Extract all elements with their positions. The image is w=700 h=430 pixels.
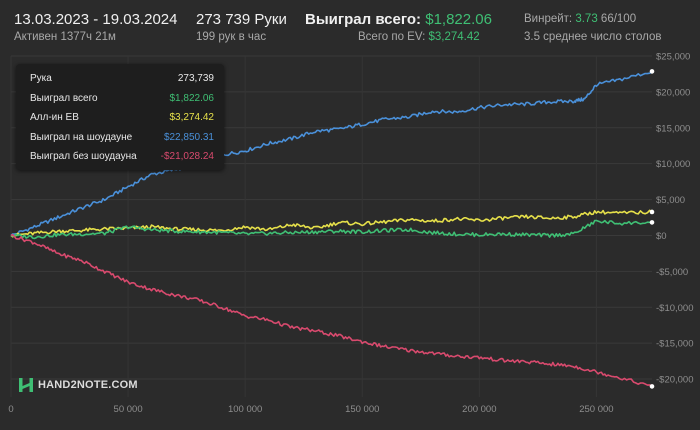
x-tick-label: 200 000: [462, 404, 496, 415]
y-tick-label: $20,000: [656, 87, 690, 98]
y-tick-label: -$20,000: [656, 375, 694, 386]
ev-label: Всего по EV:: [358, 31, 426, 43]
x-tick-label: 50 000: [114, 404, 143, 415]
tooltip-row-value: 273,739: [177, 73, 214, 85]
hand2note-logo-text: HAND2NOTE.COM: [38, 379, 138, 391]
tooltip-row-value: $22,850.31: [163, 131, 214, 143]
y-tick-label: -$10,000: [656, 303, 694, 314]
tooltip-row-label: Выиграл на шоудауне: [30, 131, 133, 143]
hands-count: 273 739 Руки: [196, 11, 287, 28]
x-tick-label: 250 000: [579, 404, 613, 415]
hands-per-hour: 199 рук в час: [196, 31, 267, 43]
date-range: 13.03.2023 - 19.03.2024: [14, 11, 178, 28]
series-end-dot-showdown: [649, 69, 655, 74]
winrate-label: Винрейт:: [524, 13, 573, 25]
tooltip-row-label: Выиграл без шоудауна: [30, 151, 137, 163]
tooltip-row: Рука 273,739: [30, 69, 214, 89]
tooltip-row: Алл-ин EB $3,274.42: [30, 108, 214, 128]
series-end-dot-won: [649, 220, 655, 225]
series-end-dot-non_showdown: [649, 384, 655, 389]
tooltip-row: Выиграл без шоудауна -$21,028.24: [30, 147, 214, 167]
y-tick-label: $15,000: [656, 123, 690, 134]
chart-tooltip: Рука 273,739 Выиграл всего $1,822.06 Алл-ин …: [16, 64, 224, 170]
ev-value: $3,274.42: [428, 31, 480, 43]
series-line-won: [10, 219, 653, 240]
x-axis: 0 50 000 100 000 150 000 200 000 250 000: [8, 404, 613, 415]
series-line-ev: [10, 209, 653, 238]
tooltip-row-label: Алл-ин EB: [30, 112, 79, 124]
series-line-showdown: [10, 70, 653, 237]
hand2note-logo-icon: [19, 378, 33, 392]
ev-total: Всего по EV: $3,274.42: [358, 31, 480, 43]
hand2note-logo: HAND2NOTE.COM: [18, 377, 138, 393]
tooltip-row-value: $1,822.06: [169, 92, 215, 104]
y-axis: $25,000 $20,000 $15,000 $10,000 $5,000 $0 -$5,…: [656, 52, 694, 386]
y-tick-label: $0: [656, 231, 667, 242]
tooltip-row: Выиграл на шоудауне $22,850.31: [30, 128, 214, 148]
won-total-label: Выиграл всего:: [305, 11, 422, 28]
series-end-dot-ev: [649, 209, 655, 215]
active-time: Активен 1377ч 21м: [14, 31, 116, 43]
winrate-unit: 66/100: [600, 13, 637, 25]
avg-tables: 3.5 среднее число столов: [524, 31, 662, 43]
won-total: Выиграл всего: $1,822.06: [305, 11, 492, 28]
y-tick-label: -$15,000: [656, 339, 694, 350]
x-tick-label: 100 000: [228, 404, 262, 415]
winrate-value: 3.73: [575, 13, 598, 25]
x-tick-label: 150 000: [345, 404, 379, 415]
y-tick-label: $5,000: [656, 195, 685, 206]
tooltip-row-label: Выиграл всего: [30, 92, 98, 104]
winrate: Винрейт: 3.73 66/100: [524, 13, 636, 25]
chart-series: [10, 70, 653, 388]
won-total-value: $1,822.06: [425, 11, 492, 28]
y-tick-label: $25,000: [656, 52, 690, 63]
y-tick-label: $10,000: [656, 159, 690, 170]
chart-end-markers: [649, 69, 655, 389]
series-line-non_showdown: [10, 234, 653, 388]
tooltip-row-label: Рука: [30, 73, 52, 85]
tooltip-row: Выиграл всего $1,822.06: [30, 89, 214, 109]
tooltip-row-value: $3,274.42: [169, 112, 215, 124]
tooltip-row-value: -$21,028.24: [160, 151, 214, 163]
x-tick-label: 0: [8, 404, 13, 415]
y-tick-label: -$5,000: [656, 267, 688, 278]
